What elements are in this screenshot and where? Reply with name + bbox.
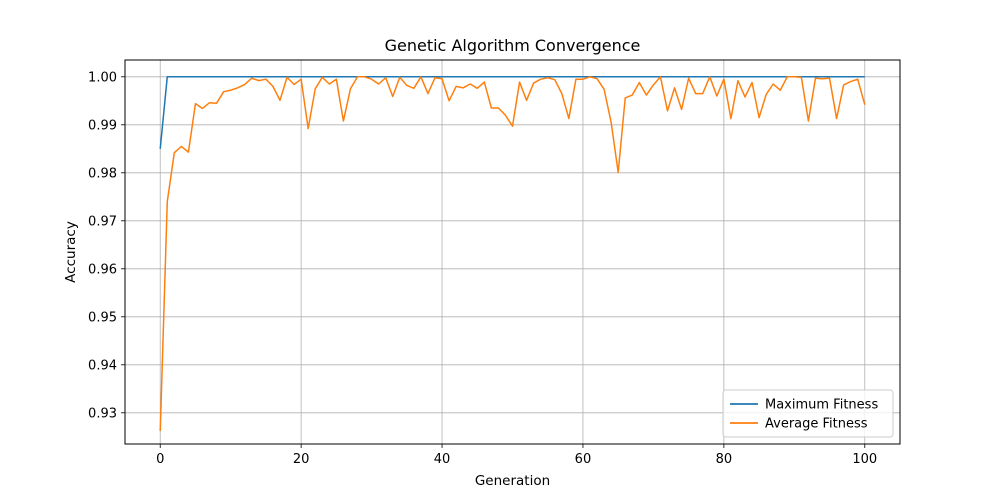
legend-box — [722, 389, 894, 438]
x-axis-label: Generation — [475, 473, 550, 489]
series-line-average-fitness — [159, 76, 866, 432]
y-tick-label: 0.96 — [88, 262, 117, 277]
y-tick-label: 0.97 — [88, 214, 117, 229]
x-tick-label: 20 — [293, 452, 310, 467]
legend: Maximum Fitness Average Fitness — [722, 389, 894, 438]
legend-label: Maximum Fitness — [765, 398, 878, 413]
x-tick-label: 0 — [156, 452, 164, 467]
x-tick-label: 80 — [716, 452, 733, 467]
y-tick-label: 0.93 — [88, 406, 117, 421]
y-tick-label: 0.98 — [88, 166, 117, 181]
series-layer — [159, 76, 866, 432]
plot-frame — [124, 59, 901, 445]
x-tick-label: 60 — [575, 452, 592, 467]
y-tick-label: 0.94 — [88, 358, 117, 373]
y-tick-label: 0.99 — [88, 118, 117, 133]
chart-title: Genetic Algorithm Convergence — [385, 36, 641, 55]
x-tick-label: 100 — [852, 452, 877, 467]
y-axis-label: Accuracy — [63, 221, 79, 283]
y-tick-label: 1.00 — [88, 70, 117, 85]
series-line-maximum-fitness — [159, 76, 865, 149]
tick-layer: 0 20 40 60 80 100 0.93 0.94 0.95 0.96 0.97 0.98 0.99… — [88, 70, 877, 467]
x-tick-label: 40 — [434, 452, 451, 467]
y-tick-label: 0.95 — [88, 310, 117, 325]
legend-label: Average Fitness — [765, 417, 868, 432]
